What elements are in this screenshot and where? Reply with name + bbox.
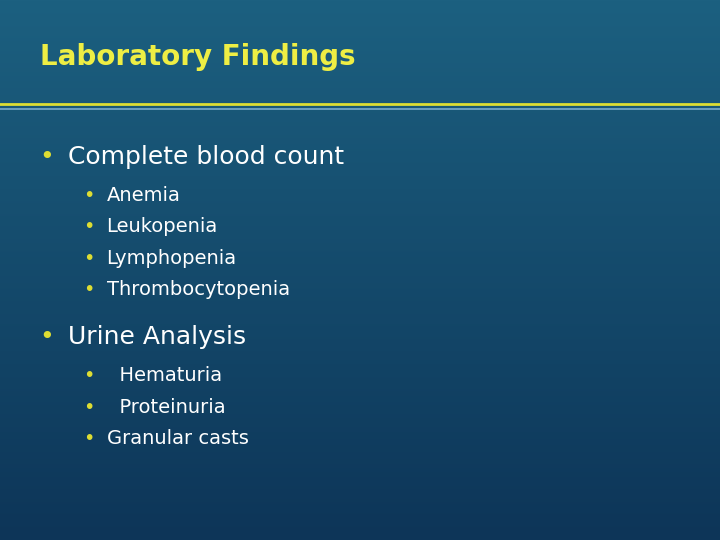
Text: •: • [83,280,94,299]
Text: •: • [83,186,94,205]
Text: •: • [40,145,54,168]
Text: Hematuria: Hematuria [107,366,222,386]
Text: •: • [83,217,94,237]
Text: •: • [83,366,94,386]
Text: Thrombocytopenia: Thrombocytopenia [107,280,289,299]
Text: Complete blood count: Complete blood count [68,145,345,168]
Text: Laboratory Findings: Laboratory Findings [40,43,355,71]
Text: •: • [83,248,94,268]
Text: •: • [83,429,94,448]
Text: Anemia: Anemia [107,186,181,205]
Text: •: • [40,325,54,349]
Text: •: • [83,397,94,417]
Text: Proteinuria: Proteinuria [107,397,225,417]
Text: Leukopenia: Leukopenia [107,217,218,237]
Text: Lymphopenia: Lymphopenia [107,248,237,268]
Text: Granular casts: Granular casts [107,429,248,448]
Text: Urine Analysis: Urine Analysis [68,325,246,349]
